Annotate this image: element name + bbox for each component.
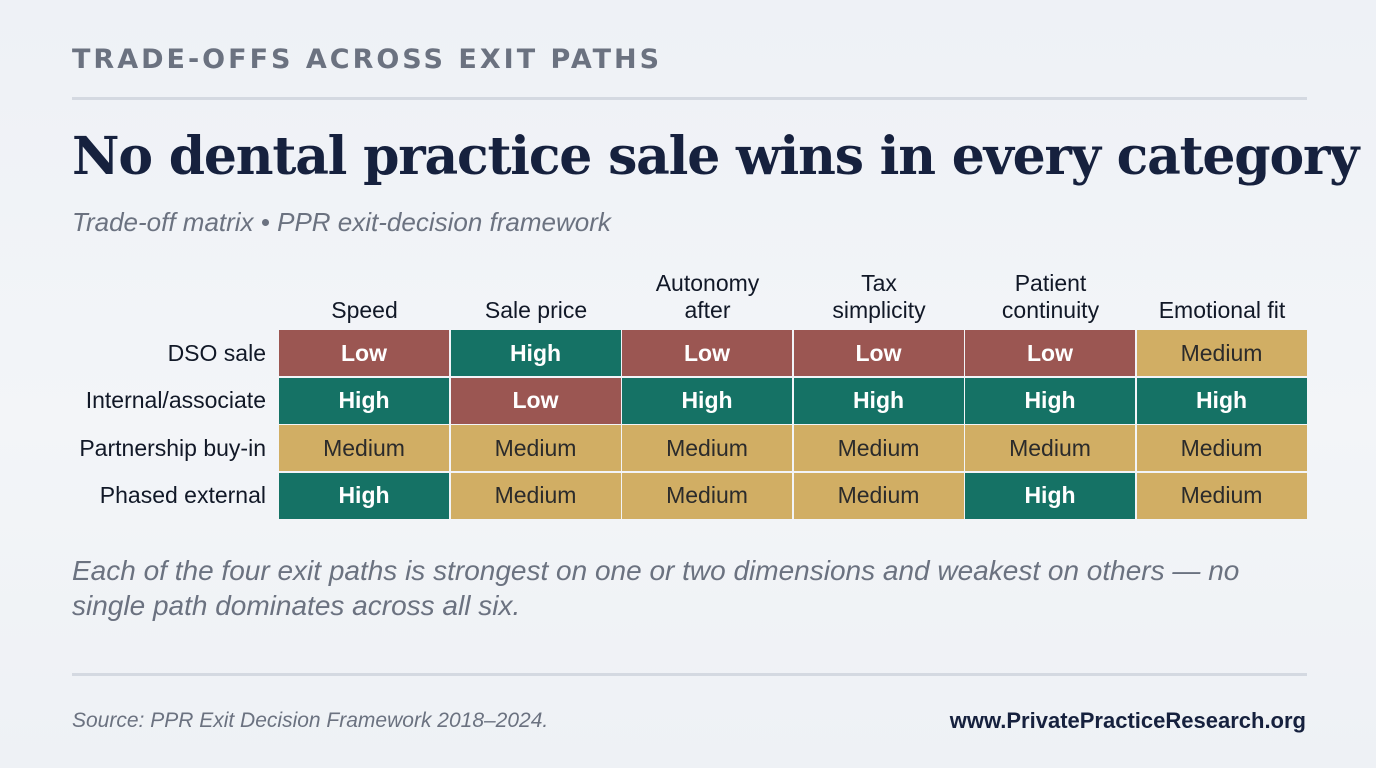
matrix-cell-partnership-buy-in-patient-continuity: Medium: [965, 425, 1135, 471]
row-label-phased-external: Phased external: [99, 482, 266, 508]
row-label-internal-associate: Internal/associate: [85, 387, 266, 413]
matrix-cell-partnership-buy-in-autonomy-after: Medium: [622, 425, 792, 471]
matrix-cell-dso-sale-sale-price: High: [450, 330, 621, 376]
matrix-cell-partnership-buy-in-sale-price: Medium: [450, 425, 621, 471]
matrix-cell-phased-external-sale-price: Medium: [450, 472, 621, 519]
source-note: Source: PPR Exit Decision Framework 2018…: [72, 709, 549, 732]
matrix-cell-internal-associate-patient-continuity: High: [965, 377, 1135, 424]
matrix-cell-phased-external-speed: High: [279, 472, 449, 519]
bottom-divider: [72, 673, 1307, 676]
column-header-tax-simplicity: Tax simplicity: [832, 270, 926, 323]
page-title: No dental practice sale wins in every ca…: [72, 126, 1359, 187]
matrix-cell-partnership-buy-in-speed: Medium: [279, 425, 449, 471]
column-header-speed: Speed: [331, 297, 398, 323]
matrix-cell-phased-external-tax-simplicity: Medium: [793, 472, 964, 519]
matrix-cell-phased-external-patient-continuity: High: [965, 472, 1135, 519]
top-divider: [72, 97, 1307, 100]
page-subtitle: Trade-off matrix • PPR exit-decision fra…: [72, 207, 611, 237]
matrix-cell-internal-associate-speed: High: [279, 377, 449, 424]
matrix-cell-phased-external-emotional-fit: Medium: [1136, 472, 1307, 519]
matrix-cell-dso-sale-tax-simplicity: Low: [793, 330, 964, 376]
matrix-cell-phased-external-autonomy-after: Medium: [622, 472, 792, 519]
matrix-cell-partnership-buy-in-emotional-fit: Medium: [1136, 425, 1307, 471]
row-label-dso-sale: DSO sale: [167, 339, 266, 366]
matrix-cell-dso-sale-emotional-fit: Medium: [1136, 330, 1307, 376]
eyebrow-label: TRADE-OFFS ACROSS EXIT PATHS: [72, 44, 663, 75]
column-header-autonomy-after: Autonomy after: [655, 270, 760, 323]
matrix-cell-dso-sale-speed: Low: [279, 330, 449, 376]
matrix-cell-partnership-buy-in-tax-simplicity: Medium: [793, 425, 964, 471]
matrix-cell-dso-sale-autonomy-after: Low: [622, 330, 792, 376]
row-label-partnership-buy-in: Partnership buy-in: [79, 434, 266, 461]
matrix-cell-internal-associate-autonomy-after: High: [622, 377, 792, 424]
takeaway-text: Each of the four exit paths is strongest…: [72, 555, 1240, 621]
matrix-cell-dso-sale-patient-continuity: Low: [965, 330, 1135, 376]
column-header-emotional-fit: Emotional fit: [1158, 297, 1286, 323]
column-header-sale-price: Sale price: [484, 297, 588, 323]
column-header-patient-continuity: Patient continuity: [1001, 270, 1100, 323]
matrix-cell-internal-associate-emotional-fit: High: [1136, 377, 1307, 424]
website-link[interactable]: www.PrivatePracticeResearch.org: [949, 708, 1306, 733]
matrix-cell-internal-associate-tax-simplicity: High: [793, 377, 964, 424]
matrix-cell-internal-associate-sale-price: Low: [450, 377, 621, 424]
